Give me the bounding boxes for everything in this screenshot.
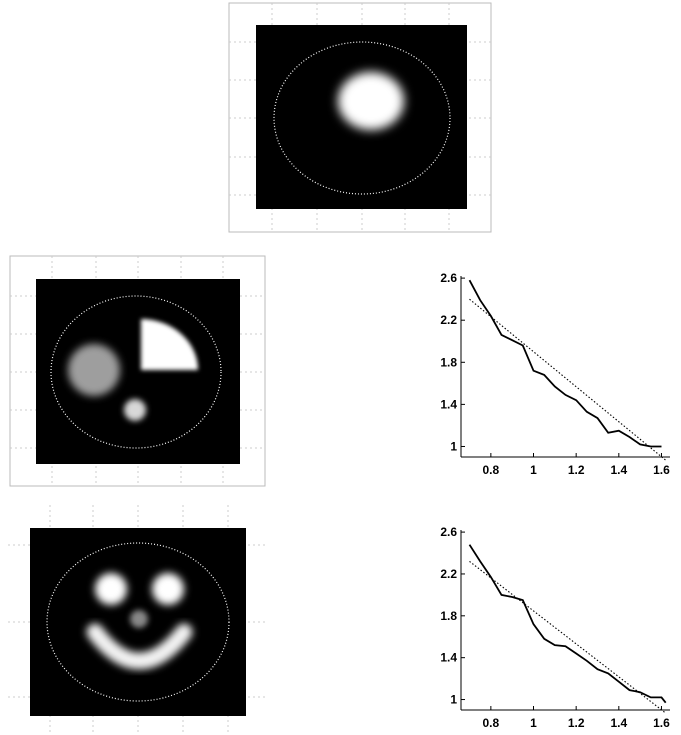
y-tick-label: 1.4 xyxy=(440,397,457,411)
support-circle xyxy=(50,295,222,449)
x-tick-label: 1.4 xyxy=(610,463,627,477)
fit-line-dotted xyxy=(469,298,667,461)
bright-ellipse xyxy=(338,72,404,130)
nose xyxy=(130,610,148,628)
gray-disk xyxy=(68,344,120,396)
x-tick-label: 1 xyxy=(530,716,537,730)
image-panel-top xyxy=(228,2,492,233)
y-tick-label: 2.6 xyxy=(440,271,457,285)
y-tick-label: 1 xyxy=(450,693,457,707)
y-tick-label: 2.6 xyxy=(440,525,457,539)
x-tick-label: 1 xyxy=(530,463,537,477)
line-chart-bottom: 2.6 2.2 1.8 1.4 1 0.8 1 1.2 1.4 1.6 xyxy=(440,525,670,730)
x-tick-label: 1.6 xyxy=(653,716,670,730)
y-tick-label: 2.2 xyxy=(440,567,457,581)
image-background xyxy=(36,279,240,464)
data-line-solid xyxy=(468,279,662,448)
y-tick-label: 1.8 xyxy=(440,355,457,369)
right-eye xyxy=(152,573,184,605)
y-tick-label: 2.2 xyxy=(440,313,457,327)
smile-arc xyxy=(86,623,193,670)
small-disk xyxy=(124,399,146,421)
x-tick-label: 0.8 xyxy=(483,716,500,730)
x-tick-label: 1.4 xyxy=(610,716,627,730)
x-tick-label: 1.6 xyxy=(653,463,670,477)
y-tick-label: 1 xyxy=(450,439,457,453)
y-tick-label: 1.4 xyxy=(440,651,457,665)
x-tick-label: 1.2 xyxy=(568,716,585,730)
fit-line-dotted xyxy=(469,560,667,714)
quarter-disk xyxy=(141,319,198,370)
x-tick-label: 0.8 xyxy=(483,463,500,477)
image-panel-bottom xyxy=(8,505,268,735)
image-panel-middle xyxy=(9,255,266,487)
line-chart-middle: 2.6 2.2 1.8 1.4 1 0.8 1 1.2 1.4 1.6 xyxy=(440,271,670,477)
x-tick-label: 1.2 xyxy=(568,463,585,477)
y-tick-label: 1.8 xyxy=(440,609,457,623)
support-circle xyxy=(46,542,230,702)
left-eye xyxy=(95,573,127,605)
data-line-solid xyxy=(468,544,667,704)
support-circle xyxy=(273,41,451,195)
